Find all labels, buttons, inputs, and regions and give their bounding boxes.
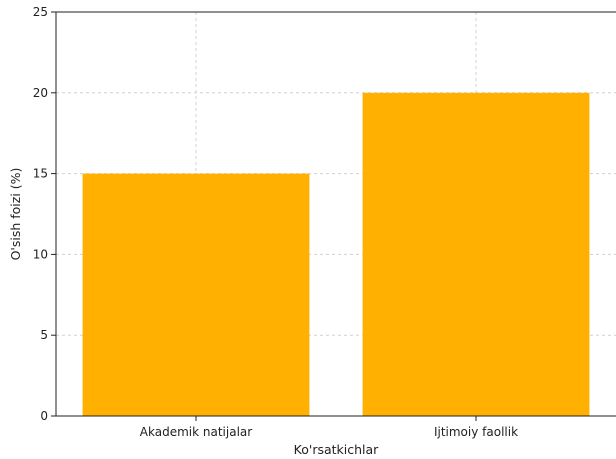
bar	[82, 173, 310, 416]
x-tick-label: Ijtimoiy faollik	[434, 425, 518, 439]
bar	[362, 92, 590, 417]
x-tick-labels: Akademik natijalar Ijtimoiy faollik	[140, 425, 518, 439]
y-tick-labels: 0 5 10 15 20 25	[33, 5, 48, 423]
axes	[51, 11, 616, 421]
y-tick-label: 0	[40, 409, 48, 423]
y-tick-label: 20	[33, 86, 48, 100]
y-tick-label: 15	[33, 167, 48, 181]
y-tick-label: 10	[33, 247, 48, 261]
bars	[82, 92, 590, 417]
x-tick-label: Akademik natijalar	[140, 425, 252, 439]
y-tick-label: 5	[40, 328, 48, 342]
y-axis-label: O'sish foizi (%)	[8, 168, 23, 261]
x-axis-label: Ko'rsatkichlar	[294, 442, 380, 457]
y-tick-label: 25	[33, 5, 48, 19]
